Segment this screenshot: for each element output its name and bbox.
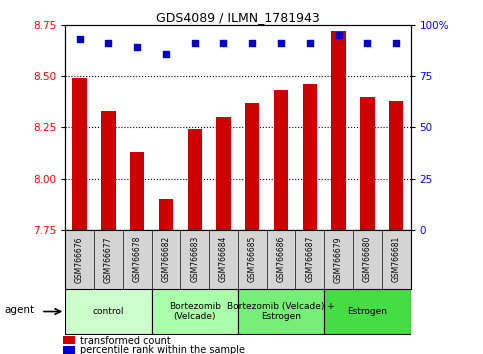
Text: GSM766678: GSM766678 <box>133 236 142 282</box>
Text: GSM766685: GSM766685 <box>248 236 257 282</box>
Text: GSM766681: GSM766681 <box>392 236 401 282</box>
Bar <box>101 111 115 230</box>
Bar <box>389 101 403 230</box>
Bar <box>360 97 375 230</box>
Text: Estrogen: Estrogen <box>347 307 387 316</box>
Text: Bortezomib (Velcade) +
Estrogen: Bortezomib (Velcade) + Estrogen <box>227 302 335 321</box>
Bar <box>303 84 317 230</box>
Bar <box>72 78 87 230</box>
Point <box>191 40 199 46</box>
Text: GSM766676: GSM766676 <box>75 236 84 282</box>
Bar <box>216 117 231 230</box>
Point <box>104 40 112 46</box>
Title: GDS4089 / ILMN_1781943: GDS4089 / ILMN_1781943 <box>156 11 320 24</box>
Point <box>364 40 371 46</box>
Text: GSM766684: GSM766684 <box>219 236 228 282</box>
Text: GSM766680: GSM766680 <box>363 236 372 282</box>
Text: GSM766687: GSM766687 <box>305 236 314 282</box>
Point <box>306 40 313 46</box>
Text: control: control <box>93 307 124 316</box>
Point <box>248 40 256 46</box>
Point <box>76 36 84 42</box>
Text: GSM766677: GSM766677 <box>104 236 113 282</box>
Bar <box>238 289 324 334</box>
Bar <box>65 289 152 334</box>
Point <box>162 51 170 56</box>
Point <box>277 40 285 46</box>
Text: Bortezomib
(Velcade): Bortezomib (Velcade) <box>169 302 221 321</box>
Bar <box>274 91 288 230</box>
Bar <box>152 289 238 334</box>
Text: GSM766686: GSM766686 <box>277 236 285 282</box>
Text: agent: agent <box>5 305 35 315</box>
Text: transformed count: transformed count <box>80 336 170 346</box>
Bar <box>324 289 411 334</box>
Bar <box>331 31 346 230</box>
Point <box>392 40 400 46</box>
Text: GSM766679: GSM766679 <box>334 236 343 282</box>
Bar <box>187 130 202 230</box>
Point <box>335 32 342 38</box>
Bar <box>245 103 259 230</box>
Text: percentile rank within the sample: percentile rank within the sample <box>80 346 245 354</box>
Bar <box>159 199 173 230</box>
Text: GSM766683: GSM766683 <box>190 236 199 282</box>
Point <box>220 40 227 46</box>
Point <box>133 45 141 50</box>
Text: GSM766682: GSM766682 <box>161 236 170 282</box>
Bar <box>130 152 144 230</box>
